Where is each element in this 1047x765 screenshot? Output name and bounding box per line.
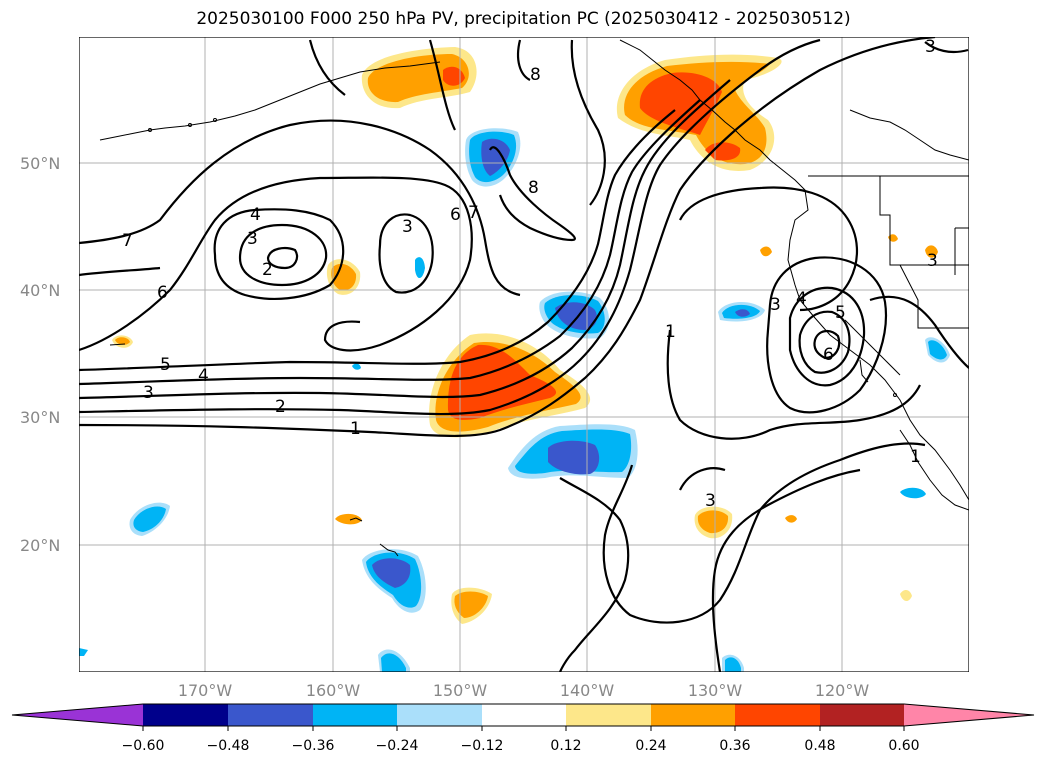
colorbar-tick-label: −0.60 xyxy=(122,738,165,754)
contour-label: 2 xyxy=(262,260,273,280)
colorbar-tick-label: 0.60 xyxy=(888,738,919,754)
pv-contour-4 xyxy=(79,99,701,386)
contour-label: 1 xyxy=(665,322,676,342)
colorbar-tick-label: −0.36 xyxy=(292,738,335,754)
colorbar-segment xyxy=(482,704,566,726)
contour-label: 5 xyxy=(835,303,846,323)
colorbar-extend-max xyxy=(904,704,1034,726)
pv-contour-2 xyxy=(79,38,821,416)
colorbar-segment xyxy=(313,704,397,726)
pv-contour-1-east xyxy=(679,186,859,312)
colorbar-segments xyxy=(11,703,1035,727)
lat-label-30n: 30°N xyxy=(20,408,60,427)
contour-label: 6 xyxy=(450,205,461,225)
colorbar: −0.60 −0.48 −0.36 −0.24 −0.12 0.12 0.24 0.36 0.4… xyxy=(11,703,1035,754)
colorbar-segment xyxy=(143,704,228,726)
contour-label: 6 xyxy=(157,283,168,303)
contour-label: 4 xyxy=(198,366,209,386)
pv-contour-labels: 1 2 3 4 5 6 7 8 2 3 4 3 6 7 8 1 3 4 5 6 … xyxy=(122,37,938,511)
lon-label-130w: 130°W xyxy=(688,681,743,700)
contour-label: 4 xyxy=(250,205,261,225)
contour-label: 3 xyxy=(925,37,936,57)
contour-label: 1 xyxy=(910,447,921,467)
contour-label: 2 xyxy=(275,397,286,417)
contour-label: 8 xyxy=(528,178,539,198)
pv-contour-6 xyxy=(79,176,473,352)
pv-contour-1 xyxy=(79,37,936,438)
pv-contour-8 xyxy=(489,146,577,242)
graticule xyxy=(79,37,969,672)
contour-label: 3 xyxy=(927,251,938,271)
colorbar-extend-min xyxy=(12,704,143,726)
latitude-labels: 50°N 40°N 30°N 20°N xyxy=(20,154,60,555)
lon-label-160w: 160°W xyxy=(306,681,361,700)
contour-label: 4 xyxy=(796,289,807,309)
lon-label-120w: 120°W xyxy=(815,681,870,700)
colorbar-tick-label: 0.36 xyxy=(719,738,750,754)
lat-label-20n: 20°N xyxy=(20,536,60,555)
coastlines xyxy=(99,39,969,557)
colorbar-tick-label: −0.48 xyxy=(207,738,250,754)
contour-label: 3 xyxy=(402,217,413,237)
colorbar-segment xyxy=(566,704,651,726)
pv-contour-5 xyxy=(79,109,676,372)
colorbar-segment xyxy=(820,704,904,726)
colorbar-ticks: −0.60 −0.48 −0.36 −0.24 −0.12 0.12 0.24 0.36 0.4… xyxy=(122,726,920,754)
contour-label: 8 xyxy=(530,65,541,85)
map-panel[interactable]: 1 2 3 4 5 6 7 8 2 3 4 3 6 7 8 1 3 4 5 6 … xyxy=(79,37,969,672)
colorbar-segment xyxy=(651,704,735,726)
colorbar-tick-label: 0.12 xyxy=(550,738,581,754)
pv-contours xyxy=(79,37,969,672)
contour-label: 7 xyxy=(122,231,133,251)
lon-label-170w: 170°W xyxy=(178,681,233,700)
lon-label-150w: 150°W xyxy=(433,681,488,700)
lat-label-50n: 50°N xyxy=(20,154,60,173)
colorbar-tick-label: −0.24 xyxy=(376,738,419,754)
lat-label-40n: 40°N xyxy=(20,281,60,300)
lon-label-140w: 140°W xyxy=(560,681,615,700)
colorbar-segment xyxy=(397,704,482,726)
contour-label: 6 xyxy=(823,345,834,365)
colorbar-tick-label: 0.48 xyxy=(804,738,835,754)
contour-label: 7 xyxy=(468,203,479,223)
map-title: 2025030100 F000 250 hPa PV, precipitatio… xyxy=(196,9,851,29)
longitude-labels: 170°W 160°W 150°W 140°W 130°W 120°W xyxy=(178,681,870,700)
contour-label: 3 xyxy=(247,229,258,249)
contour-label: 3 xyxy=(143,383,154,403)
contour-label: 5 xyxy=(160,355,171,375)
contour-label: 3 xyxy=(705,491,716,511)
colorbar-segment xyxy=(228,704,313,726)
contour-label: 3 xyxy=(770,295,781,315)
pv-contour-3 xyxy=(79,79,731,400)
colorbar-tick-label: 0.24 xyxy=(635,738,666,754)
colorbar-segment xyxy=(735,704,820,726)
contour-label: 1 xyxy=(350,419,361,439)
pv-contour-7 xyxy=(79,119,521,297)
colorbar-tick-label: −0.12 xyxy=(461,738,504,754)
